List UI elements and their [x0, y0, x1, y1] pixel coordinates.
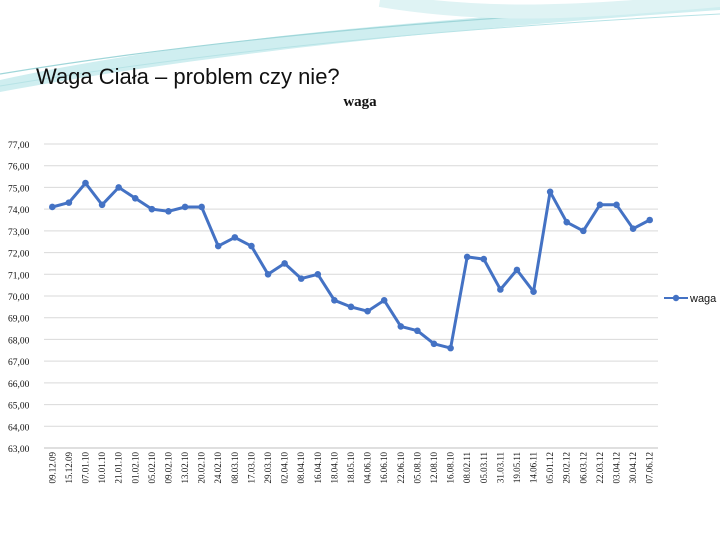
x-tick-label: 29.03.10 — [263, 452, 273, 484]
x-tick-label: 16.08.10 — [446, 452, 456, 484]
y-tick-label: 76,00 — [8, 163, 30, 173]
x-tick-label: 06.03.12 — [578, 452, 588, 484]
x-tick-label: 31.03.11 — [495, 452, 505, 483]
x-tick-label: 05.03.11 — [479, 452, 489, 483]
y-tick-label: 72,00 — [8, 250, 30, 260]
data-point — [231, 234, 239, 241]
data-point — [115, 184, 122, 191]
data-point — [48, 203, 56, 211]
decorative-swoosh — [0, 0, 720, 92]
data-point — [347, 303, 355, 311]
data-point — [513, 266, 521, 274]
data-point — [297, 275, 305, 282]
data-point — [463, 253, 471, 261]
x-tick-label: 03.04.12 — [612, 452, 622, 484]
x-tick-label: 18.04.10 — [329, 452, 339, 484]
data-point — [98, 201, 106, 209]
y-tick-label: 64,00 — [8, 423, 30, 433]
x-tick-label: 07.01.10 — [80, 452, 90, 484]
y-tick-label: 71,00 — [8, 271, 30, 281]
x-tick-label: 12.08.10 — [429, 452, 439, 484]
y-tick-label: 75,00 — [8, 184, 30, 194]
data-point — [546, 188, 554, 196]
x-tick-label: 01.02.10 — [130, 452, 140, 484]
data-point — [281, 260, 288, 267]
data-point — [248, 242, 255, 250]
data-point — [430, 340, 438, 348]
y-tick-label: 73,00 — [8, 228, 30, 238]
data-point — [629, 225, 637, 232]
y-tick-label: 66,00 — [8, 380, 30, 390]
x-tick-label: 05.02.10 — [147, 452, 157, 484]
data-point — [165, 208, 172, 215]
data-point — [497, 286, 504, 293]
x-tick-label: 19.05.11 — [512, 452, 522, 483]
slide-title: Waga Ciała – problem czy nie? — [36, 64, 340, 89]
x-tick-label: 29.02.12 — [562, 452, 572, 484]
x-tick-label: 13.02.10 — [180, 452, 190, 484]
data-point — [447, 344, 454, 352]
data-point — [214, 242, 222, 250]
x-tick-label: 24.02.10 — [213, 452, 223, 484]
x-tick-label: 14.06.11 — [529, 452, 539, 483]
data-point — [181, 203, 189, 211]
x-tick-label: 22.06.10 — [396, 452, 406, 484]
y-tick-label: 77,00 — [8, 141, 30, 151]
x-tick-label: 15.12.09 — [64, 452, 74, 484]
data-point — [65, 199, 73, 206]
x-tick-label: 16.06.10 — [379, 452, 389, 484]
data-point — [380, 297, 388, 304]
x-tick-label: 08.02.11 — [462, 452, 472, 483]
data-point — [364, 307, 371, 315]
x-tick-label: 05.01.12 — [545, 452, 555, 484]
x-tick-label: 16.04.10 — [313, 452, 323, 484]
y-tick-label: 63,00 — [8, 445, 30, 455]
x-tick-label: 07.06.12 — [645, 452, 655, 484]
data-point — [131, 194, 139, 202]
x-tick-label: 05.08.10 — [412, 452, 422, 484]
x-tick-label: 08.04.10 — [296, 452, 306, 484]
series-line-waga — [51, 181, 651, 350]
x-tick-label: 10.01.10 — [97, 452, 107, 484]
x-tick-label: 08.03.10 — [230, 452, 240, 484]
data-point — [148, 205, 156, 213]
data-point — [613, 201, 620, 209]
y-tick-label: 69,00 — [8, 315, 30, 325]
x-tick-label: 02.04.10 — [280, 452, 290, 484]
data-point — [530, 288, 537, 295]
data-point — [646, 216, 654, 224]
data-point — [596, 201, 604, 209]
data-point — [563, 218, 571, 226]
data-point — [580, 227, 587, 235]
x-tick-label: 17.03.10 — [246, 452, 256, 484]
data-point — [414, 327, 421, 335]
x-tick-label: 20.02.10 — [197, 452, 207, 484]
y-tick-label: 68,00 — [8, 336, 30, 346]
x-tick-label: 22.03.12 — [595, 452, 605, 484]
legend: waga — [664, 293, 717, 305]
x-tick-label: 30.04.12 — [628, 452, 638, 484]
x-tick-label: 21.01.10 — [114, 452, 124, 484]
data-point — [198, 203, 205, 211]
y-tick-label: 74,00 — [8, 206, 30, 216]
legend-marker — [672, 294, 680, 302]
data-point — [314, 270, 322, 278]
y-tick-label: 65,00 — [8, 402, 30, 412]
legend-label: waga — [689, 293, 717, 305]
x-tick-label: 04.06.10 — [363, 452, 373, 484]
data-point — [264, 270, 272, 278]
data-point — [397, 323, 405, 330]
y-tick-label: 67,00 — [8, 358, 30, 368]
data-point — [82, 179, 89, 187]
x-tick-label: 09.02.10 — [163, 452, 173, 484]
data-point — [331, 297, 338, 304]
chart-title: waga — [343, 94, 377, 110]
x-tick-label: 09.12.09 — [47, 452, 57, 484]
x-tick-label: 18.05.10 — [346, 452, 356, 484]
y-tick-label: 70,00 — [8, 293, 30, 303]
data-point — [480, 255, 488, 263]
